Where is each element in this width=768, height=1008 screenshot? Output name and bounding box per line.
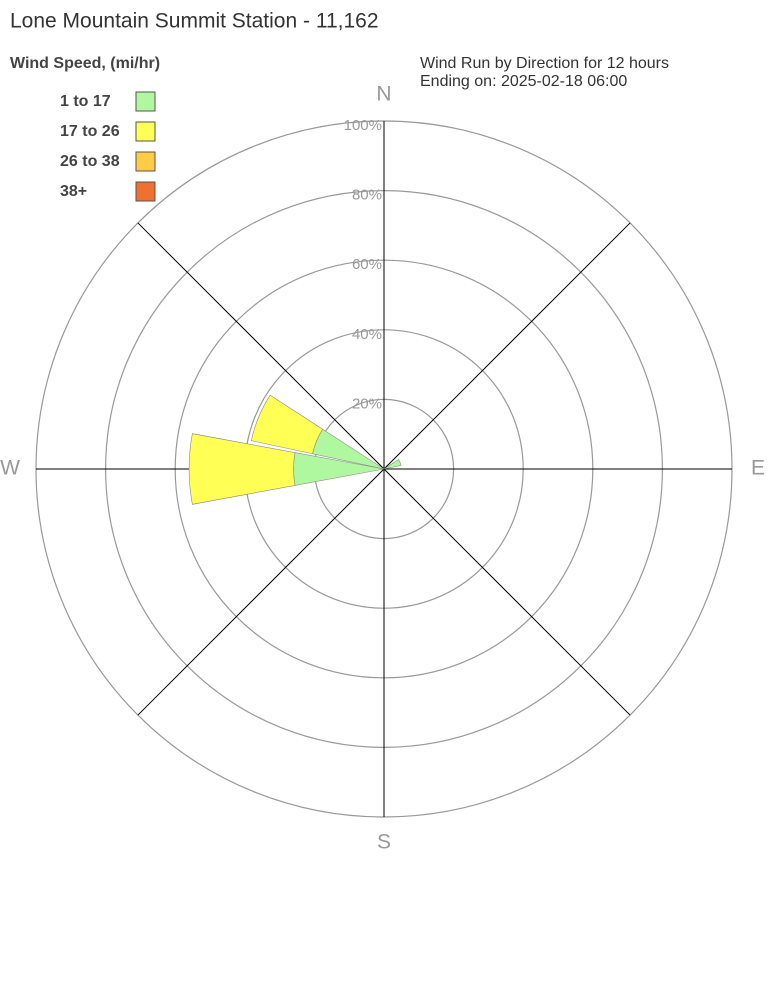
wedge	[383, 459, 402, 470]
legend-label: 26 to 38	[60, 153, 120, 170]
legend-label: 17 to 26	[60, 123, 120, 140]
legend-swatch	[135, 121, 156, 142]
legend-label: 38+	[60, 183, 87, 200]
direction-label: S	[377, 831, 391, 854]
direction-label: N	[376, 83, 391, 106]
legend-swatch	[135, 181, 156, 202]
r-tick-label: 100%	[344, 117, 382, 134]
legend-title: Wind Speed, (mi/hr)	[10, 55, 160, 72]
r-tick-label: 40%	[352, 326, 382, 343]
legend-swatch	[135, 91, 156, 112]
legend-swatch	[135, 151, 156, 172]
r-tick-label: 60%	[352, 256, 382, 273]
direction-label: E	[751, 457, 765, 480]
subtitle: Ending on: 2025-02-18 06:00	[420, 73, 627, 90]
chart-title: Lone Mountain Summit Station - 11,162	[10, 10, 379, 33]
wedge	[250, 394, 324, 455]
r-tick-label: 80%	[352, 187, 382, 204]
legend-label: 1 to 17	[60, 93, 111, 110]
direction-label: W	[0, 457, 20, 480]
r-tick-label: 20%	[352, 395, 382, 412]
subtitle: Wind Run by Direction for 12 hours	[420, 55, 669, 72]
wedge	[188, 433, 296, 505]
